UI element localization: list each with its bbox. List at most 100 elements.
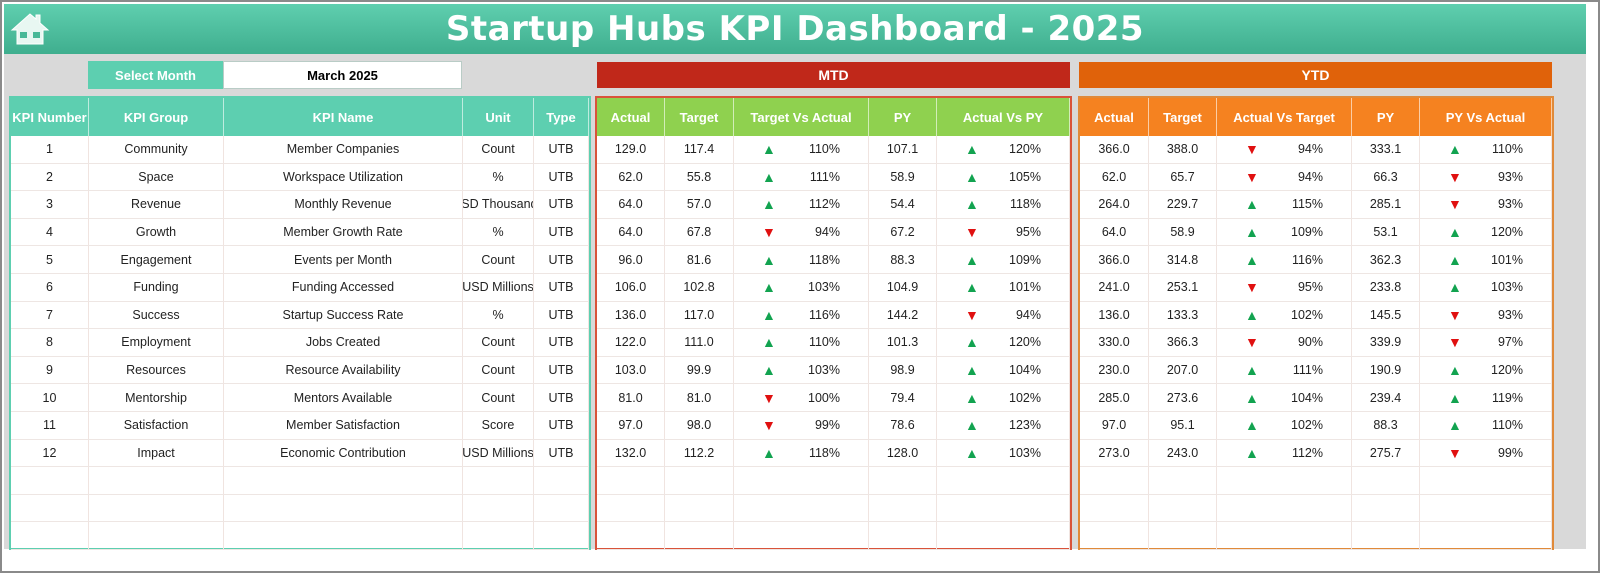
mtd-target-cell: 111.0 xyxy=(665,329,734,356)
triangle-up-icon: ▲ xyxy=(965,362,979,379)
kpi-number-cell: 3 xyxy=(11,191,89,218)
empty-cell xyxy=(597,494,665,522)
kpi-column-header: KPI Number xyxy=(11,98,89,136)
mtd-py-cell: 67.2 xyxy=(869,218,937,246)
mtd-target-cell: 81.0 xyxy=(665,384,734,411)
kpi-name-cell: Funding Accessed xyxy=(224,273,463,301)
ytd-comparison-cell: ▲ 110% xyxy=(1420,136,1552,163)
mtd-actual-cell: 62.0 xyxy=(597,163,665,191)
table-row: 366.0 314.8 ▲ 116% 362.3 ▲ 101% xyxy=(1080,246,1552,274)
kpi-type-cell: UTB xyxy=(534,136,589,163)
empty-cell xyxy=(1352,522,1420,549)
ytd-py-cell: 145.5 xyxy=(1352,301,1420,329)
mtd-py-cell: 58.9 xyxy=(869,163,937,191)
mtd-actual-cell: 64.0 xyxy=(597,191,665,218)
ytd-percent: 94% xyxy=(1297,169,1323,184)
kpi-unit-cell: Count xyxy=(463,246,534,273)
triangle-up-icon: ▲ xyxy=(965,168,979,185)
mtd-target-cell: 81.6 xyxy=(665,246,734,273)
mtd-percent: 94% xyxy=(1015,307,1041,322)
ytd-percent: 102% xyxy=(1291,418,1323,433)
kpi-type-cell: UTB xyxy=(534,329,589,356)
empty-cell xyxy=(1080,467,1149,494)
mtd-actual-cell: 81.0 xyxy=(597,384,665,411)
ytd-percent: 120% xyxy=(1491,225,1523,240)
mtd-target-cell: 117.4 xyxy=(665,136,734,163)
mtd-comparison-cell: ▼ 100% xyxy=(734,384,869,411)
ytd-comparison-cell: ▲ 104% xyxy=(1217,384,1352,411)
triangle-down-icon: ▼ xyxy=(762,224,776,241)
empty-cell xyxy=(463,522,534,549)
table-row: 241.0 253.1 ▼ 95% 233.8 ▲ 103% xyxy=(1080,273,1552,302)
mtd-py-cell: 104.9 xyxy=(869,273,937,301)
mtd-actual-cell: 64.0 xyxy=(597,218,665,246)
month-dropdown[interactable]: March 2025 xyxy=(223,61,462,89)
ytd-percent: 97% xyxy=(1497,335,1523,350)
empty-row xyxy=(1080,494,1552,523)
table-row: 10 Mentorship Mentors Available Count UTB xyxy=(11,384,589,412)
empty-cell xyxy=(1217,467,1352,494)
mtd-percent: 104% xyxy=(1009,363,1041,378)
ytd-comparison-cell: ▼ 94% xyxy=(1217,136,1352,163)
mtd-target-cell: 102.8 xyxy=(665,273,734,301)
empty-row xyxy=(597,522,1070,550)
triangle-up-icon: ▲ xyxy=(1245,306,1259,323)
mtd-column-header: Target xyxy=(665,98,734,136)
mtd-py-cell: 54.4 xyxy=(869,191,937,218)
ytd-column-header: PY xyxy=(1352,98,1420,136)
ytd-actual-cell: 285.0 xyxy=(1080,384,1149,411)
kpi-type-cell: UTB xyxy=(534,273,589,301)
empty-cell xyxy=(89,494,224,522)
ytd-percent: 110% xyxy=(1491,142,1523,157)
empty-cell xyxy=(11,494,89,522)
empty-cell xyxy=(734,467,869,494)
kpi-number-cell: 7 xyxy=(11,301,89,329)
kpi-type-cell: UTB xyxy=(534,411,589,439)
empty-cell xyxy=(597,522,665,549)
ytd-comparison-cell: ▲ 102% xyxy=(1217,411,1352,439)
triangle-up-icon: ▲ xyxy=(1245,196,1259,213)
triangle-down-icon: ▼ xyxy=(762,389,776,406)
mtd-comparison-cell: ▲ 105% xyxy=(937,163,1070,191)
mtd-column-header: Actual xyxy=(597,98,665,136)
ytd-py-cell: 339.9 xyxy=(1352,329,1420,356)
triangle-up-icon: ▲ xyxy=(1245,444,1259,461)
ytd-py-cell: 239.4 xyxy=(1352,384,1420,411)
kpi-number-cell: 1 xyxy=(11,136,89,163)
kpi-unit-cell: Count xyxy=(463,356,534,384)
ytd-comparison-cell: ▲ 115% xyxy=(1217,191,1352,218)
triangle-up-icon: ▲ xyxy=(762,306,776,323)
table-row: 11 Satisfaction Member Satisfaction Score UT… xyxy=(11,411,589,440)
triangle-up-icon: ▲ xyxy=(965,279,979,296)
triangle-up-icon: ▲ xyxy=(762,279,776,296)
kpi-type-cell: UTB xyxy=(534,191,589,218)
ytd-comparison-cell: ▼ 93% xyxy=(1420,163,1552,191)
ytd-percent: 116% xyxy=(1291,252,1323,267)
empty-cell xyxy=(89,467,224,494)
mtd-comparison-cell: ▲ 103% xyxy=(734,273,869,301)
ytd-py-cell: 362.3 xyxy=(1352,246,1420,273)
empty-cell xyxy=(1149,522,1217,549)
ytd-target-cell: 58.9 xyxy=(1149,218,1217,246)
mtd-target-cell: 117.0 xyxy=(665,301,734,329)
ytd-comparison-cell: ▲ 120% xyxy=(1420,218,1552,246)
ytd-target-cell: 65.7 xyxy=(1149,163,1217,191)
mtd-percent: 105% xyxy=(1009,169,1041,184)
mtd-comparison-cell: ▼ 94% xyxy=(734,218,869,246)
kpi-name-cell: Member Companies xyxy=(224,136,463,163)
empty-cell xyxy=(224,467,463,494)
triangle-up-icon: ▲ xyxy=(1448,224,1462,241)
home-icon[interactable] xyxy=(10,10,50,48)
kpi-type-cell: UTB xyxy=(534,163,589,191)
ytd-percent: 119% xyxy=(1491,390,1523,405)
empty-cell xyxy=(224,522,463,549)
kpi-group-cell: Employment xyxy=(89,329,224,356)
ytd-column-header: Actual xyxy=(1080,98,1149,136)
ytd-target-cell: 388.0 xyxy=(1149,136,1217,163)
empty-cell xyxy=(937,494,1070,522)
ytd-actual-cell: 62.0 xyxy=(1080,163,1149,191)
mtd-actual-cell: 96.0 xyxy=(597,246,665,273)
table-row: 264.0 229.7 ▲ 115% 285.1 ▼ 93% xyxy=(1080,191,1552,219)
kpi-number-cell: 12 xyxy=(11,439,89,467)
mtd-actual-cell: 106.0 xyxy=(597,273,665,301)
